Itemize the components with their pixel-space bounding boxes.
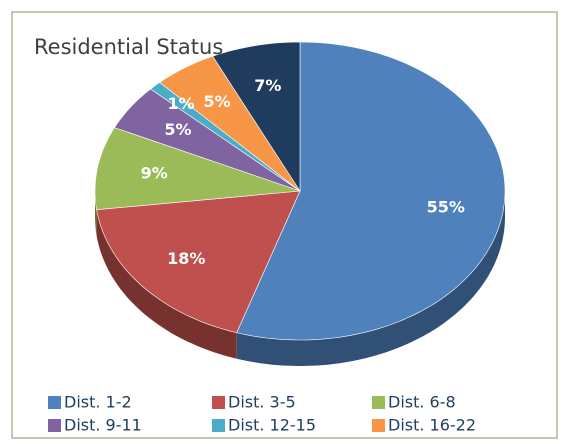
- legend-label: Dist. 1-2: [64, 393, 132, 412]
- data-label: 1%: [168, 94, 195, 113]
- slice: [96, 190, 301, 334]
- legend-label: Dist. 12-15: [228, 416, 316, 435]
- slice-side: [236, 191, 505, 366]
- legend-swatch: [212, 396, 225, 409]
- slice: [236, 41, 506, 341]
- data-label: 9%: [141, 164, 168, 183]
- data-label: 5%: [164, 120, 191, 139]
- legend-label: Dist. 6-8: [388, 393, 456, 412]
- pie: 55% 18% 9% 5% 1% 5% 7%: [94, 41, 506, 366]
- legend-swatch: [372, 419, 385, 432]
- slice: [94, 127, 301, 211]
- legend-swatch: [212, 419, 225, 432]
- legend: Dist. 1-2 Dist. 3-5 Dist. 6-8 Dist. 9-11 Dis…: [48, 393, 476, 435]
- slice: [159, 55, 301, 192]
- data-label: 18%: [167, 249, 205, 268]
- slice: [114, 88, 301, 192]
- slice-side: [96, 209, 237, 359]
- chart-title: Residential Status: [34, 35, 223, 59]
- slice: [212, 41, 301, 193]
- legend-label: Dist. 16-22: [388, 416, 476, 435]
- legend-label: Dist. 3-5: [228, 393, 296, 412]
- data-label: 7%: [254, 76, 281, 95]
- legend-label: Dist. 9-11: [64, 416, 142, 435]
- data-label: 55%: [427, 197, 465, 216]
- data-label: 5%: [203, 92, 230, 111]
- legend-swatch: [48, 396, 61, 409]
- legend-swatch: [48, 419, 61, 432]
- legend-swatch: [372, 396, 385, 409]
